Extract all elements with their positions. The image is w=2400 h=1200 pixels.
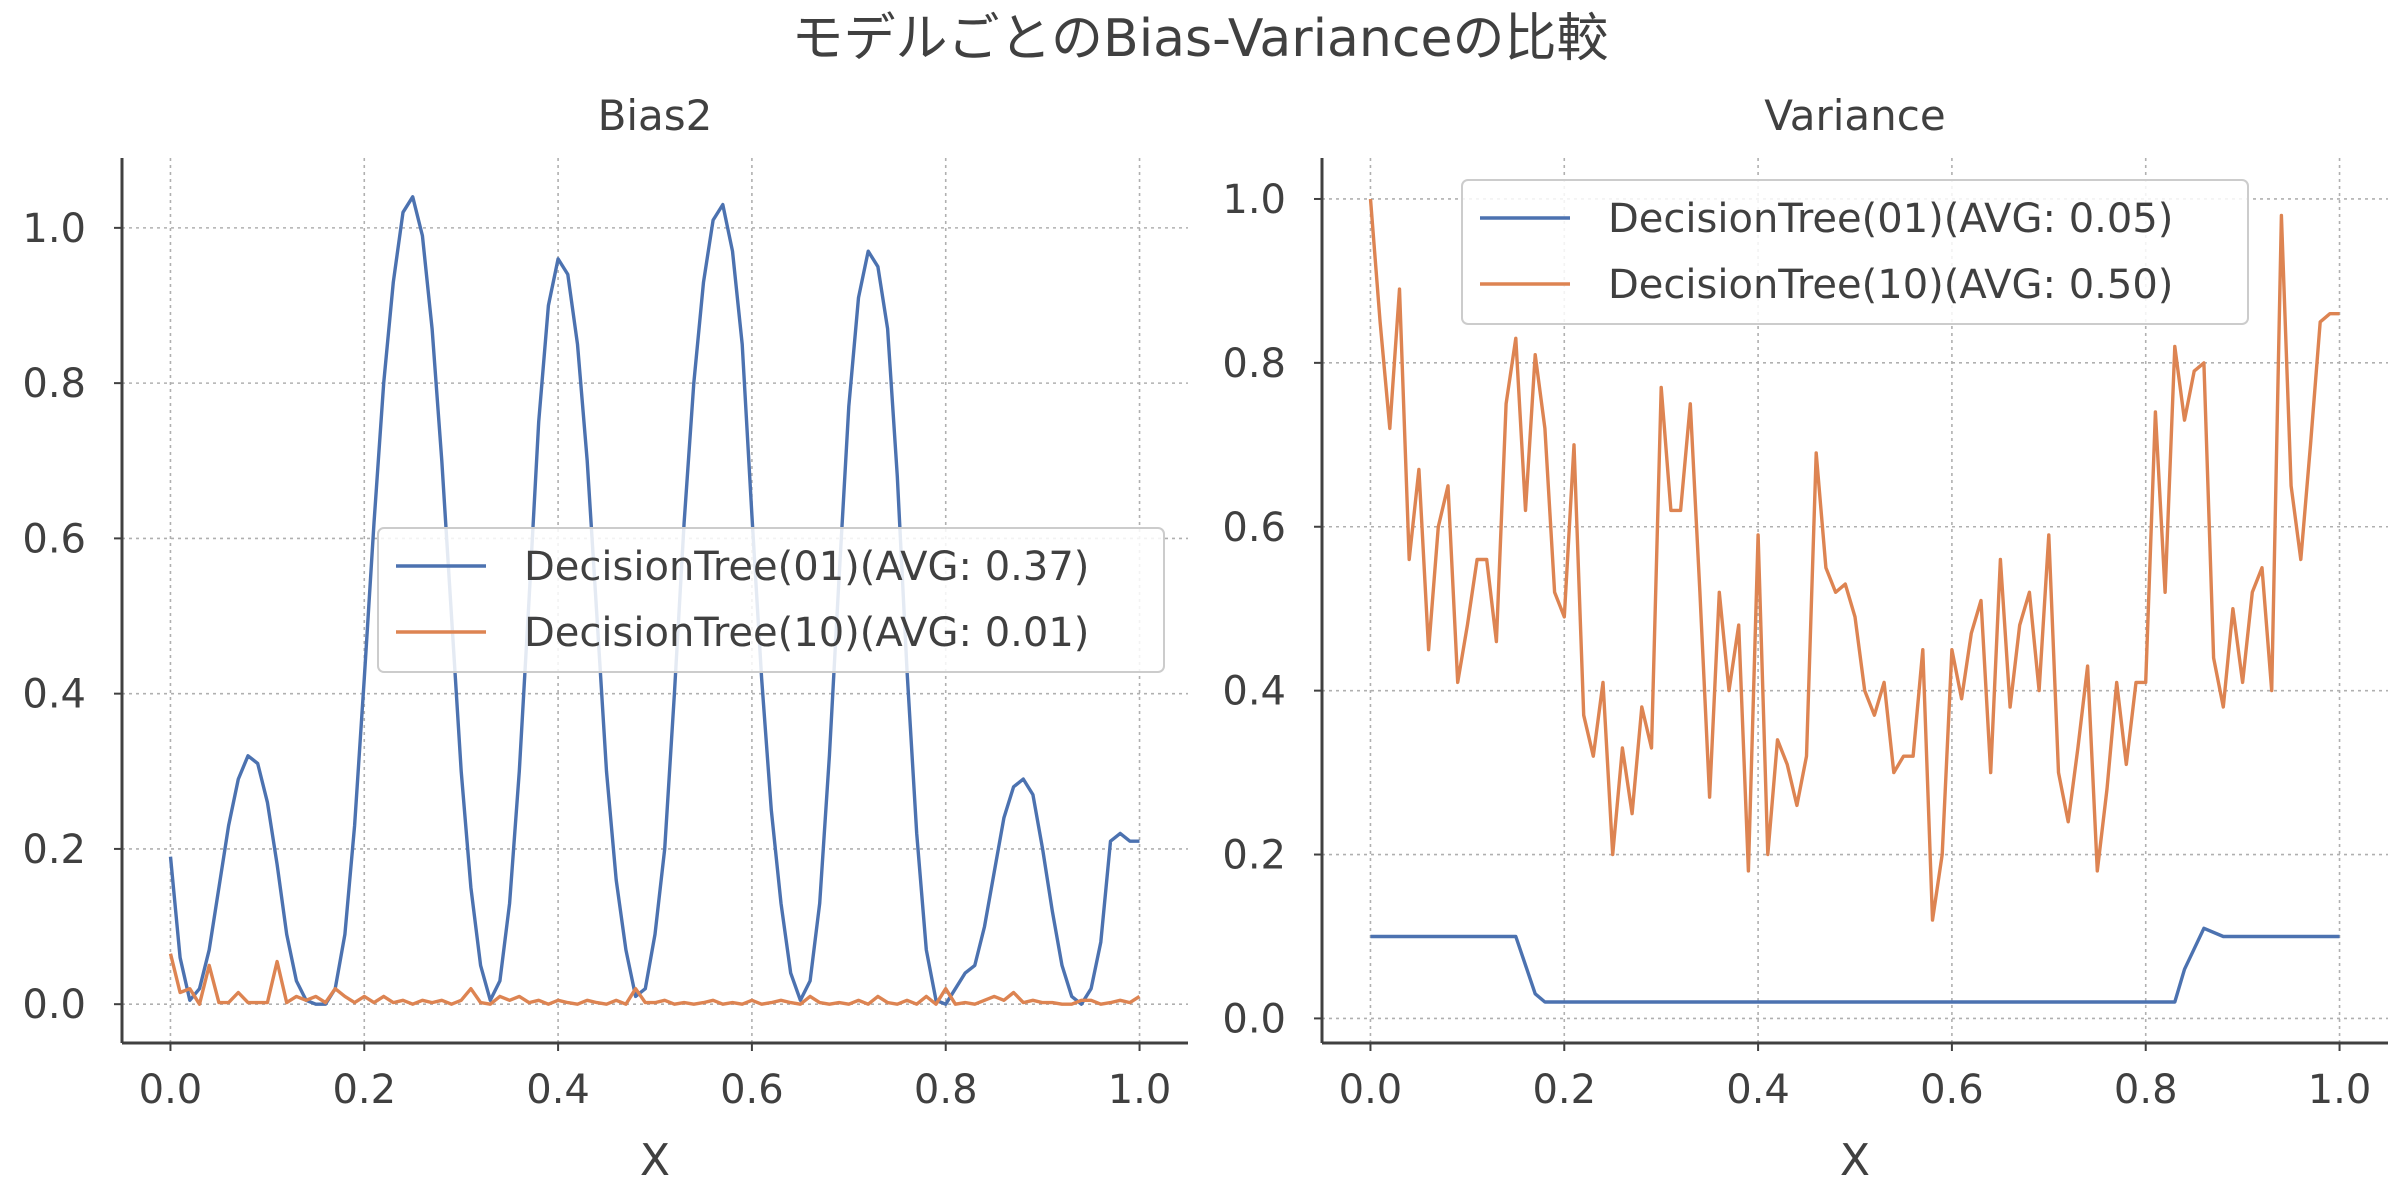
bias2-xlabel: X bbox=[640, 1135, 670, 1186]
variance-xtick-label-4: 0.8 bbox=[2114, 1067, 2178, 1113]
bias2-xtick-label-5: 1.0 bbox=[1108, 1067, 1172, 1113]
variance-ytick-label-2: 0.4 bbox=[1222, 669, 1286, 715]
variance-xtick-label-5: 1.0 bbox=[2308, 1067, 2372, 1113]
variance-ytick-label-5: 1.0 bbox=[1222, 177, 1286, 223]
variance-xtick-label-0: 0.0 bbox=[1339, 1067, 1403, 1113]
bias2-legend: DecisionTree(01)(AVG: 0.37) DecisionTree(… bbox=[377, 527, 1165, 673]
variance-ytick-label-4: 0.8 bbox=[1222, 341, 1286, 387]
bias2-title: Bias2 bbox=[598, 91, 713, 140]
variance-ytick-label-0: 0.0 bbox=[1222, 996, 1286, 1042]
bias2-ytick-label-2: 0.4 bbox=[22, 672, 86, 718]
variance-xtick-label-2: 0.4 bbox=[1726, 1067, 1790, 1113]
variance-ytick-label-3: 0.6 bbox=[1222, 505, 1286, 551]
figure-title: モデルごとのBias-Varianceの比較 bbox=[792, 9, 1609, 69]
variance-title: Variance bbox=[1764, 91, 1945, 140]
variance-legend-label-1: DecisionTree(01)(AVG: 0.05) bbox=[1608, 196, 2173, 242]
variance-legend-label-2: DecisionTree(10)(AVG: 0.50) bbox=[1608, 262, 2173, 308]
bias2-legend-label-1: DecisionTree(01)(AVG: 0.37) bbox=[524, 544, 1089, 590]
bias2-panel: Bias2 X 0.0 0.2 0.4 0.6 0.8 1.0 0.0 0.2 0.4 0.6 0.… bbox=[22, 91, 1188, 1186]
variance-series-line-1 bbox=[1370, 926, 2340, 1004]
bias2-ytick-label-4: 0.8 bbox=[22, 361, 86, 407]
bias2-xtick-label-4: 0.8 bbox=[914, 1067, 978, 1113]
bias2-legend-label-2: DecisionTree(10)(AVG: 0.01) bbox=[524, 610, 1089, 656]
bias2-legend-box bbox=[377, 527, 1165, 673]
bias2-xtick-label-3: 0.6 bbox=[720, 1067, 784, 1113]
variance-xtick-label-3: 0.6 bbox=[1920, 1067, 1984, 1113]
variance-ytick-label-1: 0.2 bbox=[1222, 833, 1286, 879]
bias2-xtick-label-0: 0.0 bbox=[139, 1067, 203, 1113]
variance-xtick-label-1: 0.2 bbox=[1532, 1067, 1596, 1113]
variance-legend-box bbox=[1461, 179, 2249, 325]
variance-series-line-2 bbox=[1368, 198, 2340, 922]
variance-xlabel: X bbox=[1840, 1135, 1870, 1186]
bias2-ytick-label-5: 1.0 bbox=[22, 206, 86, 252]
bias2-ytick-label-1: 0.2 bbox=[22, 827, 86, 873]
variance-legend: DecisionTree(01)(AVG: 0.05) DecisionTree(… bbox=[1461, 179, 2249, 325]
variance-panel: Variance X 0.0 0.2 0.4 0.6 0.8 1.0 0.0 0.2 0.4 0.… bbox=[1222, 91, 2388, 1186]
bias2-series-line-2 bbox=[168, 953, 1141, 1006]
bias2-xtick-label-1: 0.2 bbox=[332, 1067, 396, 1113]
bias2-xtick-label-2: 0.4 bbox=[526, 1067, 590, 1113]
bias2-ytick-label-3: 0.6 bbox=[22, 516, 86, 562]
bias2-ytick-label-0: 0.0 bbox=[22, 982, 86, 1028]
